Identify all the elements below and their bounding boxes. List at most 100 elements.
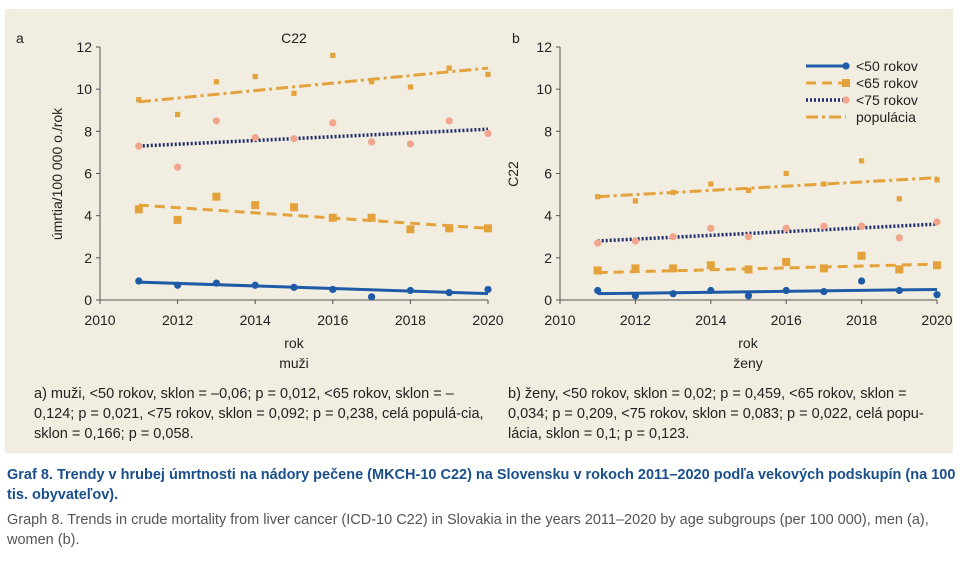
panel-a-x-tick-label: 2020: [472, 312, 503, 328]
panel-a-point-s3: [252, 73, 258, 80]
panel-b-point-s0: [782, 286, 790, 295]
panel-b-trend-line-s1: [597, 262, 938, 275]
panel-b-point-s0: [594, 286, 602, 295]
panel-b-x-tick-label: 2012: [620, 312, 651, 328]
panel-a-y-tick-label: 12: [76, 39, 92, 55]
panel-a-point-s3: [136, 97, 142, 103]
legend-label-s0: <50 rokov: [856, 58, 918, 74]
panel-b-point-s2: [820, 222, 828, 230]
figure-title-sk: Graf 8. Trendy v hrubej úmrtnosti na nád…: [7, 467, 956, 503]
panel-b-x-tick-label: 2020: [921, 312, 952, 328]
panel-a-point-s1: [134, 205, 143, 214]
panel-a-point-s1: [367, 213, 376, 222]
panel-b-point-s3: [783, 170, 789, 177]
legend-label-s1: <65 rokov: [856, 75, 918, 91]
panel-b-point-s0: [933, 291, 941, 299]
panel-a-x-label: rok: [284, 335, 304, 351]
panel-b-point-s3: [708, 181, 714, 187]
panel-b-x-tick-label: 2016: [771, 312, 802, 328]
panel-a-trend-line-s0: [138, 280, 489, 296]
panel-a-y-tick-label: 6: [84, 166, 92, 182]
panel-b-point-s2: [895, 234, 903, 242]
panel-b-point-s2: [744, 233, 753, 241]
panel-b-point-s0: [895, 286, 903, 295]
legend-marker-s2: [842, 96, 850, 104]
panel-b-point-s0: [631, 292, 640, 300]
panel-a-point-s1: [212, 192, 221, 201]
panel-a-point-s2: [290, 135, 298, 143]
panel-b-y-tick-label: 6: [544, 166, 552, 182]
panel-b-point-s1: [706, 261, 715, 270]
panel-a-point-s2: [251, 134, 259, 142]
panel-a-y-tick-label: 4: [84, 208, 92, 224]
panel-a-y-tick-label: 0: [84, 292, 92, 308]
panel-a-point-s3: [213, 79, 219, 85]
panel-a-point-s3: [369, 79, 375, 85]
panel-b-point-s3: [859, 158, 865, 164]
panel-a-y-tick-label: 2: [84, 250, 92, 266]
panel-b-point-s0: [707, 286, 715, 295]
panel-b-point-s2: [858, 222, 866, 230]
panel-b-point-s2: [933, 218, 941, 226]
panel-a-point-s0: [368, 293, 376, 301]
panel-b-point-s2: [631, 237, 640, 245]
panel-a-point-s2: [212, 117, 220, 125]
panel-b-point-s1: [631, 264, 640, 273]
panel-b-point-s0: [858, 277, 866, 285]
panel-a-point-s1: [406, 225, 415, 234]
panel-a-point-s0: [251, 281, 259, 289]
panel-a-y-label: úmrtia/100 000 o./rok: [49, 107, 65, 240]
panel-b-y-tick-label: 10: [536, 81, 552, 97]
panel-b-y-tick-label: 4: [544, 208, 552, 224]
panel-a-point-s1: [445, 224, 454, 233]
panel-a-y-tick-label: 8: [84, 123, 92, 139]
panel-a-point-s3: [330, 52, 336, 59]
panel-a-point-s0: [174, 281, 182, 289]
panel-b-point-s1: [744, 265, 753, 274]
panel-a-point-s2: [135, 142, 143, 150]
panel-a-x-sublabel: muži: [279, 355, 309, 371]
panel-a-title: C22: [281, 30, 307, 46]
panel-a-trend-line-s2: [138, 127, 489, 148]
panel-b-letter: b: [512, 30, 520, 46]
panel-a-point-s2: [406, 140, 414, 148]
panel-b-point-s2: [669, 233, 677, 241]
panel-a-point-s3: [175, 111, 181, 118]
panel-b-y-tick-label: 12: [536, 39, 552, 55]
panel-b-x-label: rok: [738, 335, 758, 351]
panel-a-y-tick-label: 10: [76, 81, 92, 97]
panel-b-x-tick-label: 2010: [544, 312, 575, 328]
panel-b-x-sublabel: ženy: [733, 355, 763, 371]
panel-b-point-s3: [745, 187, 752, 193]
panel-a-point-s1: [290, 203, 298, 212]
panel-a-point-s3: [291, 90, 297, 96]
panel-b-y-tick-label: 2: [544, 250, 552, 266]
panel-a-point-s1: [484, 224, 492, 233]
figure-title-en: Graph 8. Trends in crude mortality from …: [7, 512, 929, 548]
panel-b-point-s1: [933, 261, 941, 270]
panel-a-trend-line-s1: [138, 203, 489, 230]
panel-b-y-tick-label: 8: [544, 123, 552, 139]
panel-a-point-s2: [484, 129, 492, 138]
panel-a-point-s1: [173, 215, 182, 224]
panel-a-x-tick-label: 2016: [317, 312, 348, 328]
panel-a-point-s3: [485, 71, 491, 78]
panel-b-point-s3: [896, 196, 902, 202]
panel-a-point-s0: [329, 285, 337, 294]
panel-b-point-s1: [857, 251, 866, 260]
panel-b-point-s3: [632, 198, 638, 204]
panel-a-point-s3: [407, 84, 413, 90]
panel-b-point-s3: [595, 194, 601, 200]
panel-a-x-tick-label: 2014: [240, 312, 271, 328]
legend-marker-s1: [842, 79, 850, 87]
panel-b-point-s2: [594, 239, 602, 247]
panel-b-x-tick-label: 2014: [695, 312, 726, 328]
panel-a-letter: a: [16, 30, 24, 46]
caption-women: b) ženy, <50 rokov, sklon = 0,02; p = 0,…: [508, 386, 924, 442]
legend-marker-s0: [842, 62, 850, 70]
panel-b-point-s1: [782, 258, 791, 267]
panel-b-y-tick-label: 0: [544, 292, 552, 308]
panel-b-point-s1: [669, 264, 678, 273]
panel-a-point-s0: [290, 283, 298, 291]
